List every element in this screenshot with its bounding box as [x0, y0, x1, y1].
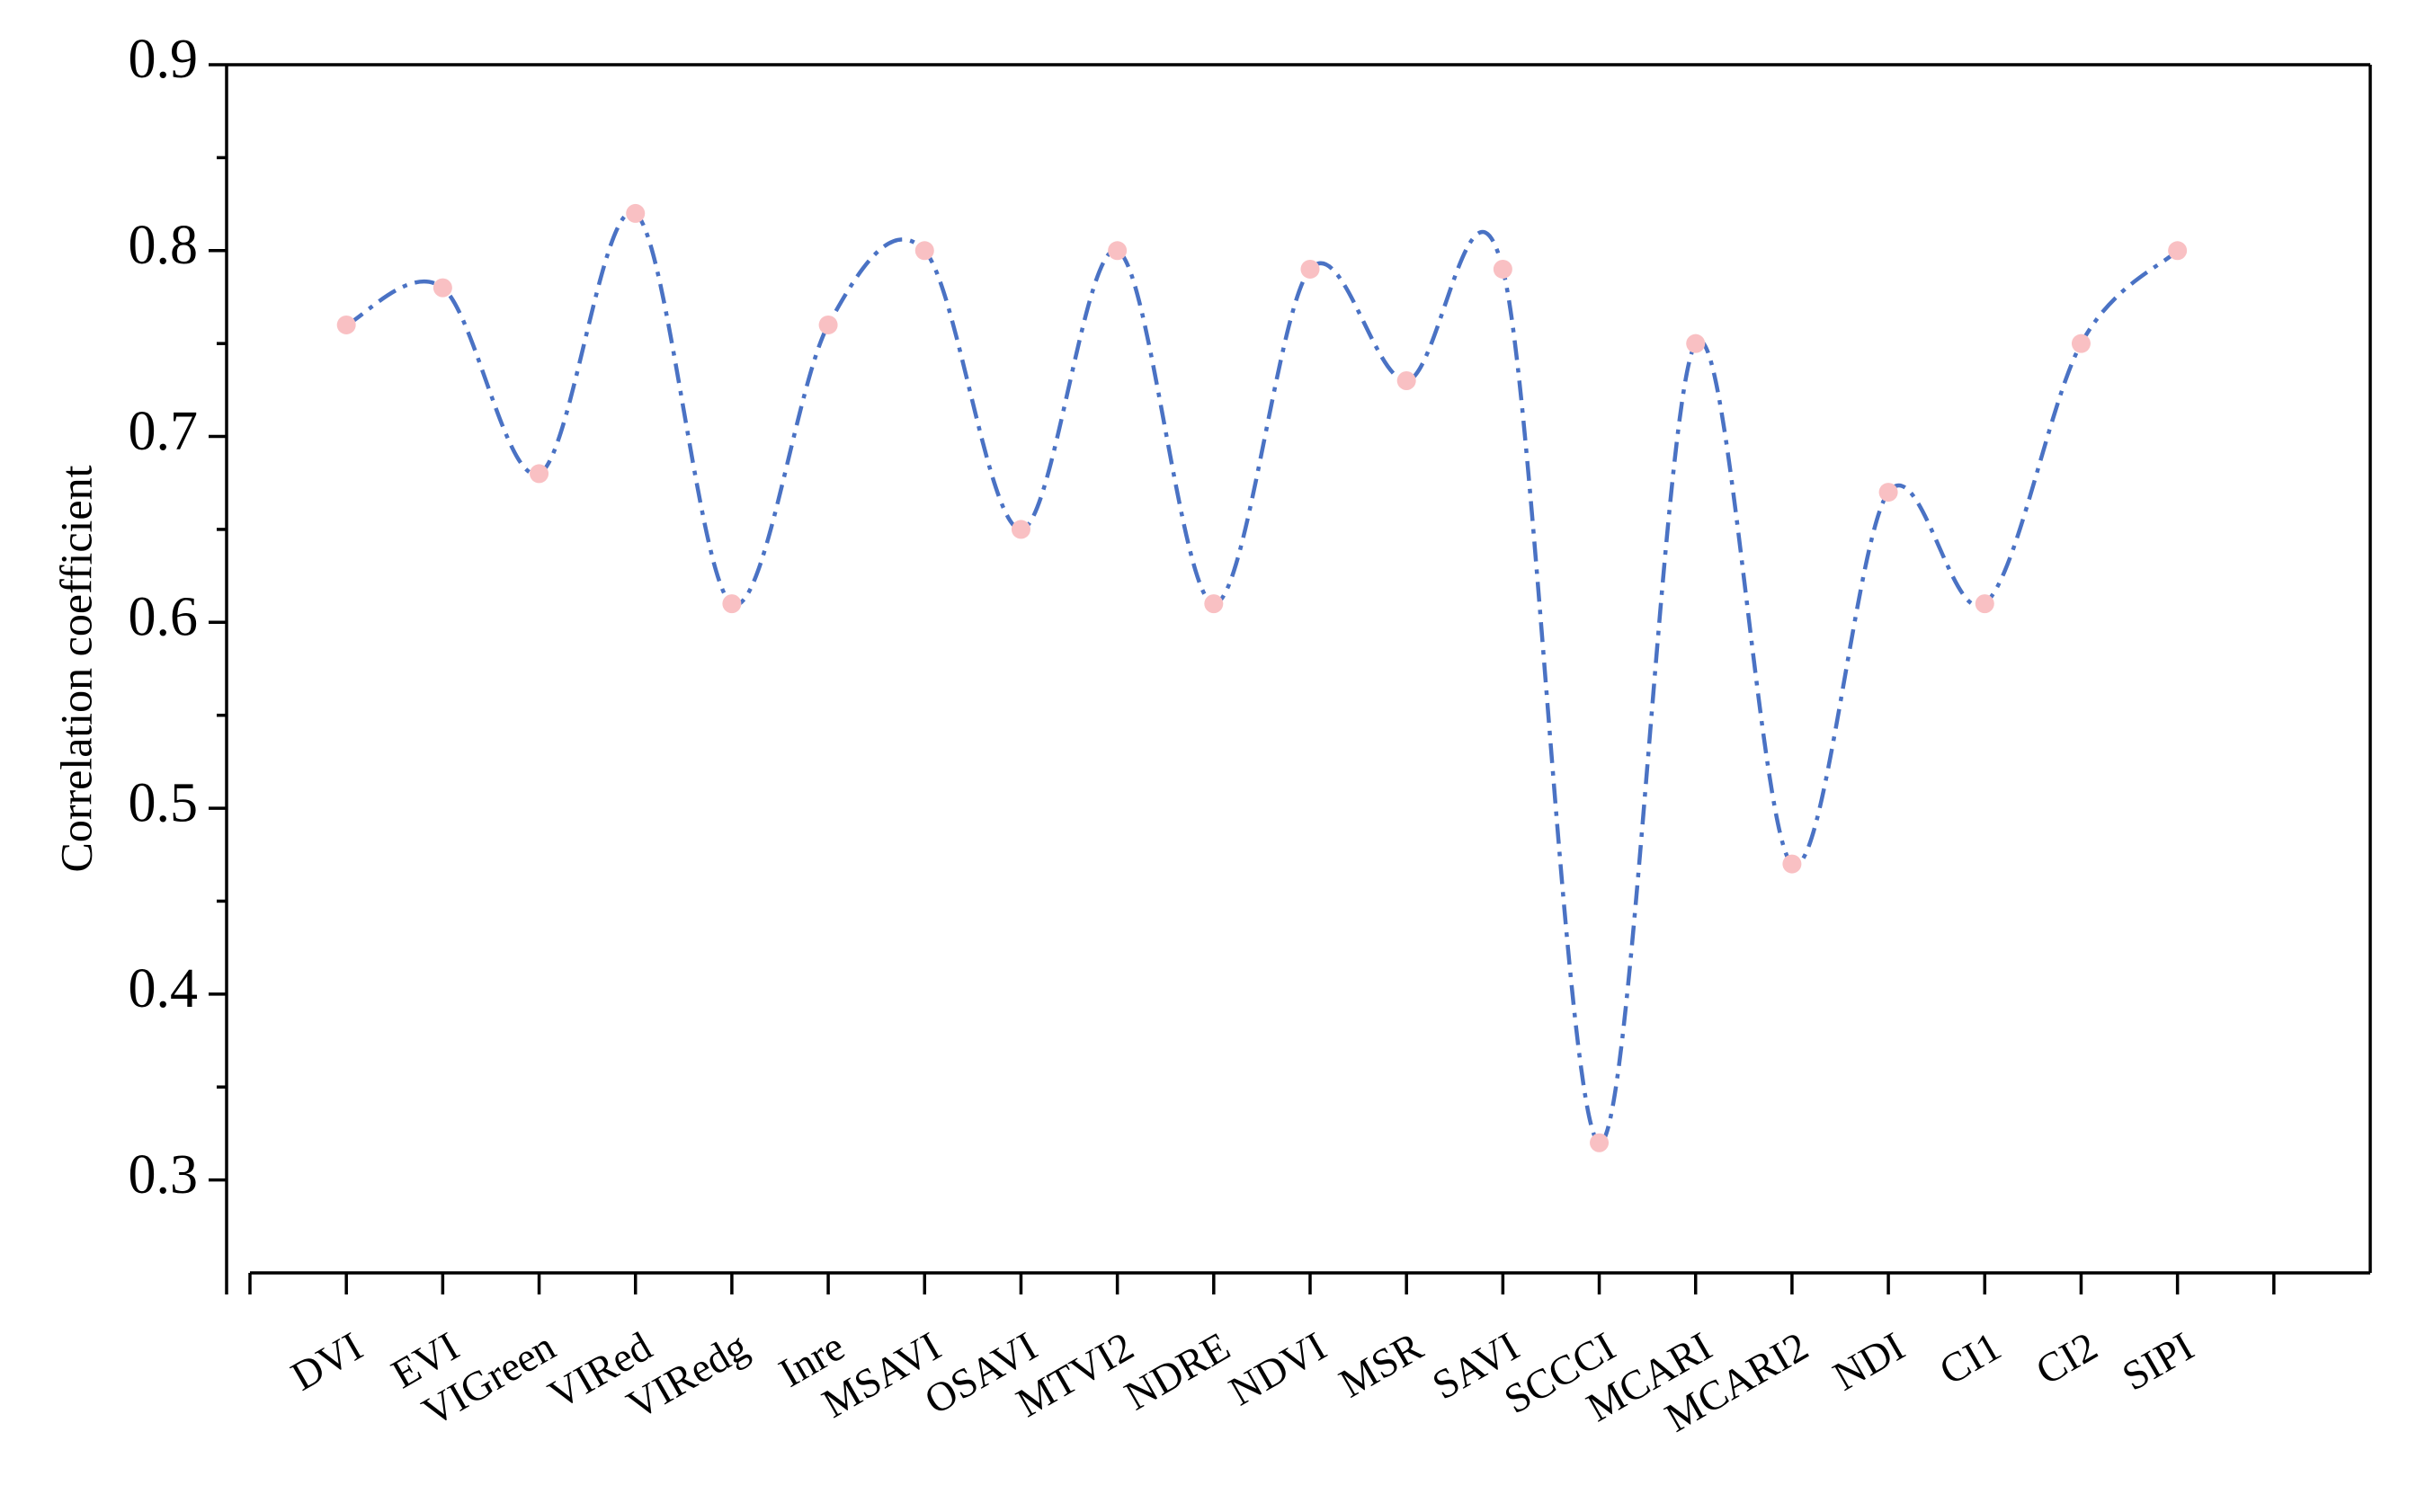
y-tick-label: 0.6 — [129, 587, 199, 648]
y-tick-label: 0.3 — [129, 1144, 199, 1205]
x-tick-label: NDRE — [1117, 1323, 1237, 1419]
y-tick-label: 0.4 — [129, 958, 199, 1019]
y-tick-label: 0.9 — [129, 29, 199, 90]
data-point — [530, 464, 549, 484]
data-point — [1011, 520, 1030, 539]
data-point — [2071, 334, 2091, 353]
data-point — [1204, 594, 1224, 614]
x-tick-label: SIPI — [2115, 1323, 2201, 1400]
series-line — [345, 209, 2180, 1145]
data-point — [336, 315, 356, 334]
x-tick-label: CI2 — [2028, 1323, 2104, 1394]
data-point — [1878, 483, 1898, 503]
data-point — [1975, 594, 1994, 614]
y-axis-title: Correlation coefficient — [50, 465, 101, 872]
data-point — [1590, 1133, 1610, 1152]
x-tick-label: CI1 — [1931, 1323, 2008, 1394]
data-point — [1493, 259, 1512, 279]
x-tick-label: NDVI — [1221, 1323, 1333, 1415]
data-point — [433, 278, 452, 298]
data-point — [2168, 241, 2188, 261]
data-point — [626, 203, 646, 223]
y-tick-label: 0.7 — [129, 401, 199, 462]
x-tick-label: MSR — [1332, 1322, 1431, 1406]
data-point — [1300, 259, 1320, 279]
x-tick-label: DVI — [283, 1323, 370, 1400]
data-point — [818, 315, 838, 334]
data-point — [722, 594, 742, 614]
data-point — [1686, 334, 1706, 353]
data-point — [914, 241, 934, 261]
x-tick-label: NDI — [1825, 1323, 1912, 1400]
data-point — [1782, 854, 1802, 874]
y-tick-label: 0.5 — [129, 772, 199, 833]
y-tick-label: 0.8 — [129, 215, 199, 276]
data-point — [1108, 241, 1128, 261]
data-point — [1396, 371, 1416, 391]
